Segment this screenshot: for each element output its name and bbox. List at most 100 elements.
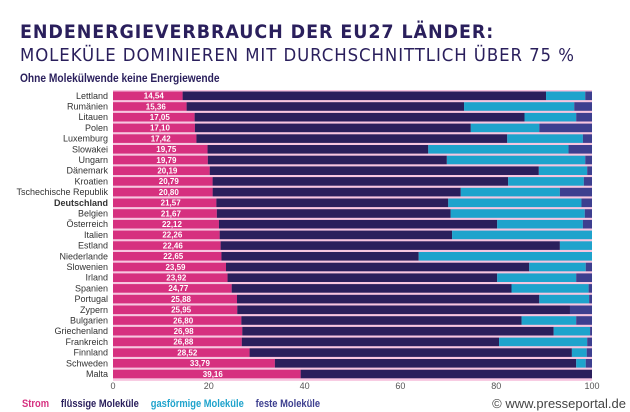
- chart-title: ENDENERGIEVERBRAUCH DER EU27 LÄNDER:: [20, 21, 495, 43]
- bar-segment: [113, 123, 195, 133]
- x-tick-label: 60: [395, 381, 405, 391]
- bar-segment: [219, 230, 453, 240]
- x-tick-label: 40: [300, 381, 310, 391]
- bar-segment: [568, 145, 592, 154]
- category-label: Belgien: [78, 209, 108, 219]
- bar-segment: [113, 91, 183, 101]
- category-label: Portugal: [74, 294, 108, 304]
- category-label: Estland: [78, 241, 108, 251]
- category-label: Spanien: [75, 283, 108, 293]
- bar-segment: [194, 123, 471, 133]
- bar-segment: [499, 337, 588, 347]
- category-label: Ungarn: [78, 155, 108, 165]
- bar-segment: [511, 284, 589, 293]
- bar-segment: [249, 348, 572, 357]
- data-label: 25,88: [171, 295, 192, 304]
- x-tick-label: 100: [584, 381, 599, 391]
- bar-segment: [582, 134, 592, 143]
- category-label: Dänemark: [66, 166, 108, 176]
- bar-segment: [553, 326, 591, 336]
- data-label: 23,59: [165, 263, 186, 272]
- bar-segment: [186, 102, 465, 111]
- bar-segment: [113, 348, 250, 357]
- bar-segment: [590, 326, 592, 336]
- bar-segment: [524, 112, 577, 122]
- bar-segment: [218, 219, 498, 229]
- bar-segment: [113, 294, 237, 304]
- bar-segment: [581, 198, 592, 208]
- bar-segment: [113, 252, 222, 261]
- bar-segment: [113, 219, 219, 229]
- data-label: 21,67: [161, 209, 182, 218]
- data-label: 19,75: [156, 145, 177, 154]
- bar-segment: [113, 102, 187, 111]
- data-label: 33,79: [190, 359, 211, 368]
- category-label: Malta: [86, 369, 108, 379]
- bar-segment: [529, 262, 586, 272]
- data-label: 21,57: [161, 199, 182, 208]
- bar-segment: [113, 359, 275, 368]
- bar-segment: [576, 273, 592, 282]
- category-label: Zypern: [80, 305, 108, 315]
- bar-segment: [113, 326, 243, 336]
- bar-segment: [588, 284, 592, 293]
- category-label: Österreich: [66, 219, 108, 229]
- bar-segment: [207, 145, 429, 154]
- data-label: 26,80: [173, 316, 194, 325]
- bar-segment: [569, 305, 592, 315]
- category-label: Deutschland: [54, 198, 108, 208]
- bar-segment: [576, 112, 592, 122]
- category-label: Irland: [85, 273, 108, 283]
- bar-segment: [113, 337, 242, 347]
- bar-segment: [231, 284, 512, 293]
- bar-segment: [113, 262, 227, 272]
- bar-segment: [470, 123, 540, 133]
- bar-segment: [539, 294, 590, 304]
- bar-segment: [585, 359, 592, 368]
- bar-segment: [113, 273, 228, 282]
- bar-segment: [464, 102, 575, 111]
- legend-gas: gasförmige Moleküle: [150, 398, 244, 410]
- bar-segment: [576, 316, 592, 325]
- data-label: 15,36: [146, 102, 167, 111]
- bar-segment: [450, 209, 585, 218]
- bar-segment: [207, 155, 447, 165]
- bar-segment: [113, 112, 195, 122]
- bar-segment: [209, 166, 539, 175]
- bar-segment: [113, 177, 213, 186]
- bar-segment: [227, 273, 498, 282]
- bar-segment: [546, 91, 586, 101]
- bar-segment: [182, 91, 547, 101]
- bar-segment: [113, 134, 197, 143]
- category-label: Bulgarien: [70, 316, 108, 326]
- bar-segment: [113, 209, 217, 218]
- bar-segment: [113, 369, 301, 379]
- bar-segment: [237, 305, 570, 315]
- category-label: Schweden: [66, 358, 108, 368]
- bar-segment: [582, 219, 592, 229]
- bar-segment: [212, 187, 461, 197]
- bar-segment: [521, 316, 577, 325]
- category-label: Griechenland: [54, 326, 108, 336]
- bar-segment: [300, 369, 592, 379]
- chart-caption: Ohne Molekülwende keine Energiewende: [20, 71, 220, 85]
- bar-segment: [242, 326, 554, 336]
- category-label: Tschechische Republik: [16, 187, 108, 197]
- data-label: 17,05: [150, 113, 171, 122]
- bar-segment: [446, 155, 586, 165]
- legend-strom: Strom: [22, 398, 50, 410]
- bar-segment: [587, 337, 592, 347]
- bar-segment: [585, 262, 592, 272]
- bar-segment: [113, 187, 213, 197]
- bar-segment: [508, 177, 584, 186]
- category-label: Slowenien: [66, 262, 108, 272]
- bar-segment: [194, 112, 525, 122]
- bar-segment: [113, 198, 217, 208]
- bar-segment: [241, 316, 522, 325]
- bar-segment: [497, 219, 583, 229]
- bar-segment: [559, 241, 592, 250]
- category-label: Polen: [85, 123, 108, 133]
- data-label: 25,95: [171, 306, 192, 315]
- category-label: Italien: [84, 230, 108, 240]
- data-label: 22,46: [163, 241, 184, 250]
